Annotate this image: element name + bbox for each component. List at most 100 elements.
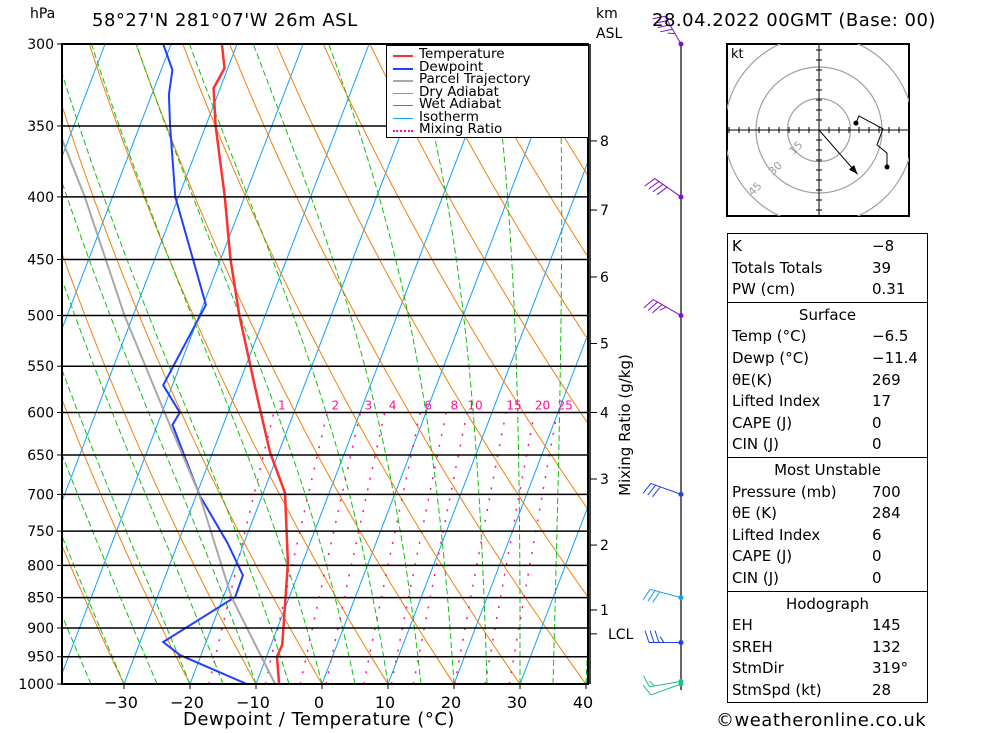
stat-row: StmSpd (kt) 28 bbox=[732, 680, 892, 699]
mixing-ratio-label: 20 bbox=[535, 398, 550, 412]
pressure-tick-label: 300 bbox=[27, 37, 54, 53]
wind-barb-full bbox=[652, 15, 666, 20]
wind-barb bbox=[642, 681, 684, 696]
wind-barb bbox=[644, 630, 684, 646]
dry-adiabat-line bbox=[463, 44, 588, 258]
wet-adiabat-line bbox=[135, 44, 356, 684]
wet-adiabat-line bbox=[328, 44, 455, 684]
km-tick-label: 8 bbox=[600, 134, 609, 150]
storm-motion-vector bbox=[818, 129, 859, 175]
x-tick-label: 20 bbox=[441, 693, 461, 712]
storm-motion-arrowhead-icon bbox=[848, 165, 858, 175]
datetime-title: 28.04.2022 00GMT (Base: 00) bbox=[652, 10, 936, 31]
stat-row: Temp (°C) −6.5 bbox=[732, 327, 909, 346]
wind-barb-full bbox=[642, 684, 652, 696]
mixing-ratio-line bbox=[325, 412, 386, 684]
pressure-tick-label: 600 bbox=[27, 405, 54, 421]
wind-barb-staff bbox=[653, 299, 682, 316]
km-tick-label: 7 bbox=[600, 203, 609, 219]
plot-frame bbox=[61, 43, 589, 685]
mixing-ratio-label: 2 bbox=[331, 398, 339, 412]
isotherm-line bbox=[123, 44, 370, 684]
hodograph-unit-label: kt bbox=[731, 47, 744, 62]
wet-adiabat-line bbox=[411, 44, 488, 684]
wind-barb-full bbox=[652, 183, 664, 193]
km-tick-label: LCL bbox=[608, 627, 634, 643]
wet-adiabat-line bbox=[62, 453, 158, 684]
wind-barb-point bbox=[678, 313, 684, 319]
x-tick-label: 0 bbox=[314, 693, 324, 712]
hodograph-end-dot bbox=[884, 164, 890, 170]
wind-barb-full bbox=[660, 28, 673, 33]
wind-barb-point bbox=[678, 595, 684, 601]
mixing-ratio-label: 6 bbox=[424, 398, 432, 412]
wet-adiabat-line bbox=[62, 180, 257, 684]
stat-row: PW (cm) 0.31 bbox=[732, 280, 906, 299]
wind-barb-full bbox=[652, 591, 661, 603]
wet-adiabat-line bbox=[188, 44, 389, 684]
stat-row: StmDir 319° bbox=[732, 659, 909, 678]
wind-barb-half bbox=[659, 636, 665, 643]
isotherm-line bbox=[453, 332, 588, 684]
km-tick-label: 1 bbox=[600, 603, 609, 619]
wind-barb-staff bbox=[650, 482, 682, 495]
legend-item-isotherm: Isotherm bbox=[387, 109, 587, 125]
section-title: Hodograph bbox=[785, 594, 870, 613]
mixing-ratio-label: 1 bbox=[278, 398, 286, 412]
isotherm-line bbox=[321, 44, 568, 684]
mixing-ratio-line bbox=[454, 412, 507, 684]
wet-adiabat-line bbox=[91, 44, 323, 684]
wind-barb-half bbox=[659, 306, 667, 311]
legend-item-dewpoint: Dewpoint bbox=[387, 59, 587, 75]
wind-barb-point bbox=[678, 640, 684, 646]
wind-barb-full bbox=[649, 630, 655, 643]
pressure-tick-label: 400 bbox=[27, 190, 54, 206]
stat-row: θE(K) 269 bbox=[732, 370, 901, 389]
isotherm-line bbox=[62, 44, 238, 503]
stat-row: K −8 bbox=[732, 237, 895, 255]
isotherm-line bbox=[387, 160, 588, 684]
dry-adiabat-line bbox=[135, 44, 455, 684]
pressure-tick-label: 850 bbox=[27, 591, 54, 607]
km-tick-label: 5 bbox=[600, 336, 609, 352]
hodograph-start-dot bbox=[853, 120, 859, 126]
dewpoint-profile bbox=[161, 44, 248, 684]
x-tick-label: 10 bbox=[375, 693, 395, 712]
hodograph-trace bbox=[855, 115, 888, 167]
wind-barb-full bbox=[644, 178, 656, 187]
stat-row: SREH 132 bbox=[732, 637, 901, 656]
stat-row: CAPE (J) 0 bbox=[732, 547, 882, 566]
mixing-ratio-line bbox=[390, 412, 448, 684]
wind-barb-staff bbox=[650, 683, 682, 696]
stat-row: Pressure (mb) 700 bbox=[732, 482, 901, 501]
stat-row: Totals Totals 39 bbox=[732, 258, 892, 277]
dry-adiabat-line bbox=[182, 44, 521, 684]
hodograph-section: Hodograph EH 145 SREH 132 StmDir 319° StmSp… bbox=[728, 592, 927, 703]
pressure-tick-label: 900 bbox=[27, 621, 54, 637]
x-axis-label: Dewpoint / Temperature (°C) bbox=[183, 709, 455, 730]
location-title: 58°27'N 281°07'W 26m ASL bbox=[92, 10, 358, 31]
wind-barb-full bbox=[644, 630, 650, 643]
height-unit-label: km bbox=[596, 6, 618, 22]
section-title: Surface bbox=[798, 305, 857, 324]
stat-row: CAPE (J) 0 bbox=[732, 413, 882, 432]
temperature-profile bbox=[212, 44, 290, 684]
chart-legend: Temperature Dewpoint Parcel Trajectory D… bbox=[386, 45, 589, 138]
mixing-ratio-line bbox=[208, 412, 275, 684]
km-tick-label: 6 bbox=[600, 270, 609, 286]
x-tick-label: 40 bbox=[573, 693, 593, 712]
mixing-ratio-label: 15 bbox=[506, 398, 521, 412]
legend-item-mixing-ratio: Mixing Ratio bbox=[387, 122, 587, 137]
wind-barb-full bbox=[643, 299, 654, 309]
isotherm-line bbox=[189, 44, 436, 684]
pressure-tick-label: 800 bbox=[27, 558, 54, 574]
mixing-ratio-label: 10 bbox=[467, 398, 482, 412]
x-tick-label: −10 bbox=[236, 693, 270, 712]
wind-barb-full bbox=[647, 484, 657, 496]
stat-row: CIN (J) 0 bbox=[732, 568, 882, 587]
pressure-tick-label: 550 bbox=[27, 359, 54, 375]
mixing-ratio-line bbox=[264, 412, 329, 684]
stat-row: θE (K) 284 bbox=[732, 504, 901, 523]
mixing-ratio-label: 25 bbox=[558, 398, 573, 412]
